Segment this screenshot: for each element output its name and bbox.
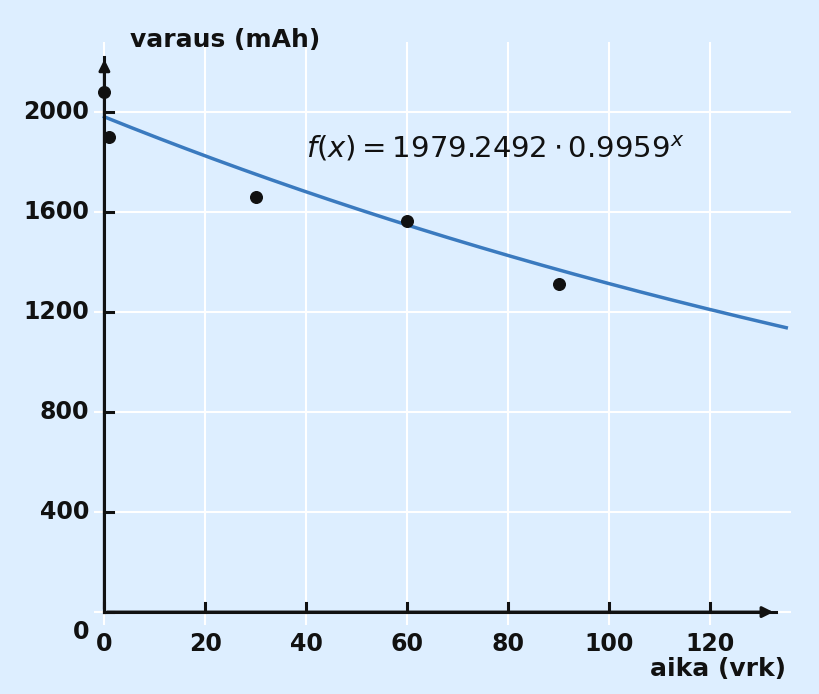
Point [97, 86, 111, 97]
Text: 60: 60 [391, 632, 423, 656]
Text: 1600: 1600 [24, 200, 89, 223]
Text: varaus (mAh): varaus (mAh) [129, 28, 319, 51]
Text: 40: 40 [290, 632, 323, 656]
Point [102, 131, 115, 142]
Text: aika (vrk): aika (vrk) [649, 657, 785, 681]
Text: 2000: 2000 [24, 100, 89, 124]
Point [552, 279, 565, 290]
Text: 0: 0 [96, 632, 112, 656]
Text: 1200: 1200 [24, 300, 89, 324]
Text: 800: 800 [39, 400, 89, 424]
Text: 400: 400 [40, 500, 89, 524]
Text: $f(x) = 1979.2492 \cdot 0.9959^x$: $f(x) = 1979.2492 \cdot 0.9959^x$ [306, 135, 684, 164]
Text: 80: 80 [491, 632, 524, 656]
Text: 0: 0 [73, 620, 89, 643]
Text: 100: 100 [584, 632, 633, 656]
Point [249, 192, 262, 203]
Point [400, 215, 414, 226]
Text: 20: 20 [188, 632, 222, 656]
Text: 120: 120 [685, 632, 734, 656]
